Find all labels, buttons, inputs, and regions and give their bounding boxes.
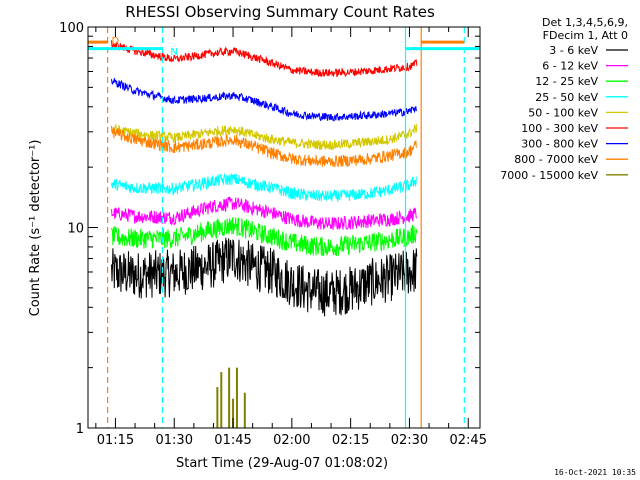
marker-0: D <box>112 36 120 47</box>
legend-entry-2: 12 - 25 keV <box>535 75 628 88</box>
legend-header-1: FDecim 1, Att 0 <box>543 29 628 42</box>
annotation-layer: DN <box>88 27 480 428</box>
legend-entry-8: 7000 - 15000 keV <box>500 169 628 182</box>
marker-1: N <box>170 47 177 58</box>
legend-header-0: Det 1,3,4,5,6,9, <box>542 16 628 29</box>
legend: Det 1,3,4,5,6,9,FDecim 1, Att 0 3 - 6 keV… <box>500 16 628 182</box>
y-tick-label-2: 100 <box>59 21 84 36</box>
x-tick-label-3: 02:00 <box>273 433 310 448</box>
legend-label-6: 300 - 800 keV <box>521 138 598 151</box>
legend-label-5: 100 - 300 keV <box>521 122 598 135</box>
series-8 <box>216 367 246 428</box>
legend-entry-1: 6 - 12 keV <box>542 60 628 73</box>
y-tick-label-1: 10 <box>67 222 84 237</box>
legend-entry-6: 300 - 800 keV <box>521 138 628 151</box>
legend-label-4: 50 - 100 keV <box>528 106 598 119</box>
x-tick-label-2: 01:45 <box>214 433 251 448</box>
legend-label-1: 6 - 12 keV <box>542 60 598 73</box>
legend-entry-4: 50 - 100 keV <box>528 106 628 119</box>
y-axis-label: Count Rate (s⁻¹ detector⁻¹) <box>28 140 43 317</box>
x-tick-label-1: 01:30 <box>156 433 193 448</box>
series-5 <box>111 40 418 78</box>
x-tick-label-6: 02:45 <box>450 433 487 448</box>
x-axis-label: Start Time (29-Aug-07 01:08:02) <box>176 456 388 471</box>
legend-entry-0: 3 - 6 keV <box>549 44 628 57</box>
chart-title: RHESSI Observing Summary Count Rates <box>125 3 435 21</box>
axes-layer: 01:15 01:30 01:45 02:00 02:15 02:30 02:45 1 10 10… <box>59 21 487 448</box>
x-tick-label-4: 02:15 <box>332 433 369 448</box>
legend-entry-7: 800 - 7000 keV <box>514 153 628 166</box>
legend-label-7: 800 - 7000 keV <box>514 153 598 166</box>
y-tick-label-0: 1 <box>76 422 84 437</box>
legend-label-3: 25 - 50 keV <box>535 91 598 104</box>
legend-entry-5: 100 - 300 keV <box>521 122 628 135</box>
generated-timestamp: 16-Oct-2021 10:35 <box>554 468 636 477</box>
x-tick-label-5: 02:30 <box>391 433 428 448</box>
legend-label-8: 7000 - 15000 keV <box>500 169 598 182</box>
legend-entry-3: 25 - 50 keV <box>535 91 628 104</box>
x-tick-label-0: 01:15 <box>97 433 134 448</box>
legend-label-0: 3 - 6 keV <box>549 44 598 57</box>
legend-label-2: 12 - 25 keV <box>535 75 598 88</box>
series-line-5 <box>111 40 418 78</box>
